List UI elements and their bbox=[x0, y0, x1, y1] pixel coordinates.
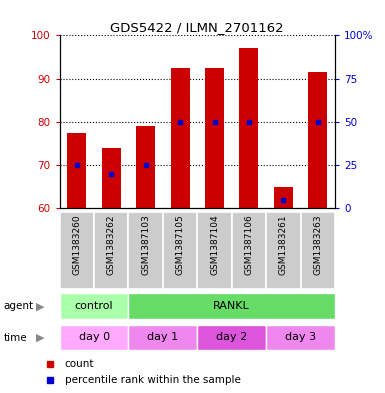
Bar bbox=[266, 325, 335, 350]
Bar bbox=[129, 294, 335, 319]
Bar bbox=[301, 212, 335, 289]
Text: RANKL: RANKL bbox=[213, 301, 250, 310]
Bar bbox=[163, 212, 197, 289]
Text: GSM1383261: GSM1383261 bbox=[279, 215, 288, 275]
Bar bbox=[171, 68, 189, 208]
Text: count: count bbox=[65, 359, 94, 369]
Bar bbox=[197, 212, 232, 289]
Text: GSM1387105: GSM1387105 bbox=[176, 215, 185, 275]
Bar bbox=[60, 325, 129, 350]
Bar bbox=[239, 48, 258, 208]
Bar bbox=[274, 187, 293, 208]
Text: GSM1387106: GSM1387106 bbox=[244, 215, 253, 275]
Bar bbox=[232, 212, 266, 289]
Bar bbox=[136, 126, 155, 208]
Bar bbox=[197, 325, 266, 350]
Text: percentile rank within the sample: percentile rank within the sample bbox=[65, 375, 241, 386]
Bar bbox=[67, 133, 86, 208]
Bar bbox=[205, 68, 224, 208]
Text: GSM1387104: GSM1387104 bbox=[210, 215, 219, 275]
Text: day 0: day 0 bbox=[79, 332, 110, 342]
Text: day 2: day 2 bbox=[216, 332, 247, 342]
Text: day 3: day 3 bbox=[285, 332, 316, 342]
Text: day 1: day 1 bbox=[147, 332, 179, 342]
Bar bbox=[129, 212, 163, 289]
Text: GSM1383260: GSM1383260 bbox=[72, 215, 81, 275]
Text: GSM1383263: GSM1383263 bbox=[313, 215, 322, 275]
Text: ▶: ▶ bbox=[36, 301, 45, 311]
Bar bbox=[129, 325, 197, 350]
Text: GSM1387103: GSM1387103 bbox=[141, 215, 150, 275]
Bar bbox=[102, 148, 121, 208]
Bar bbox=[60, 212, 94, 289]
Bar bbox=[308, 72, 327, 208]
Text: time: time bbox=[4, 332, 27, 343]
Bar bbox=[94, 212, 129, 289]
Text: agent: agent bbox=[4, 301, 34, 311]
Text: GSM1383262: GSM1383262 bbox=[107, 215, 116, 275]
Text: ▶: ▶ bbox=[36, 332, 45, 343]
Bar bbox=[60, 294, 129, 319]
Text: control: control bbox=[75, 301, 114, 310]
Bar bbox=[266, 212, 301, 289]
Title: GDS5422 / ILMN_2701162: GDS5422 / ILMN_2701162 bbox=[110, 21, 284, 34]
